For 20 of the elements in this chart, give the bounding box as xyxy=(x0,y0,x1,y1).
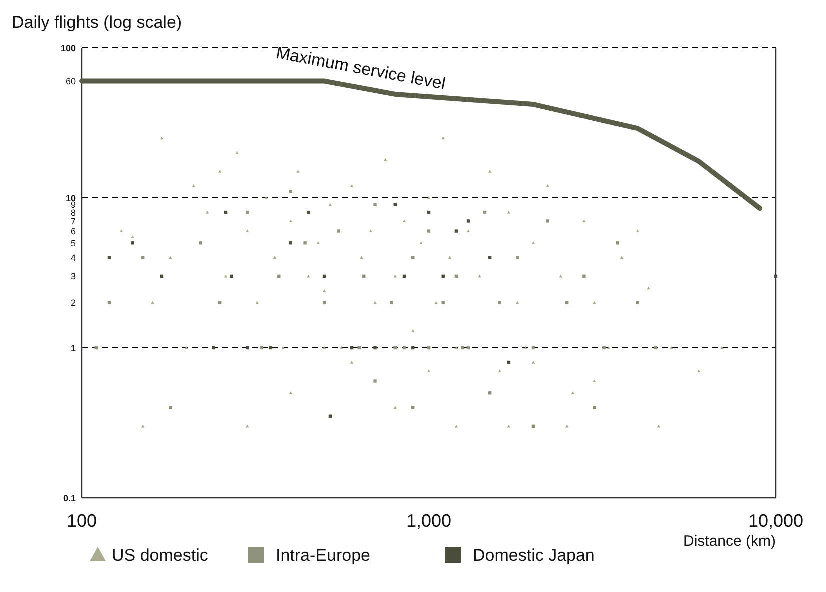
y-tick-label: 8 xyxy=(70,208,76,218)
y-tick-label: 4 xyxy=(70,252,76,263)
legend-label: Domestic Japan xyxy=(473,546,595,565)
y-tick-label: 2 xyxy=(70,298,76,308)
y-tick-label: 1 xyxy=(70,343,76,354)
x-tick-label: 1,000 xyxy=(406,511,452,531)
y-tick-label: 60 xyxy=(66,76,76,87)
legend-label: Intra-Europe xyxy=(276,546,370,565)
y-tick-label: 7 xyxy=(70,216,76,227)
y-axis-title: Daily flights (log scale) xyxy=(12,13,182,32)
y-tick-label: 5 xyxy=(70,238,76,248)
y-tick-label: 100 xyxy=(60,43,76,54)
y-tick-label: 0.1 xyxy=(63,493,76,504)
legend-label: US domestic xyxy=(112,546,209,565)
x-tick-label: 10,000 xyxy=(748,511,804,531)
text: Maximum service level xyxy=(274,43,448,94)
y-tick-label: 6 xyxy=(70,226,76,237)
y-tick-label: 3 xyxy=(70,272,76,282)
y-tick-label: 9 xyxy=(70,200,76,210)
x-axis-title: Distance (km) xyxy=(683,533,776,550)
